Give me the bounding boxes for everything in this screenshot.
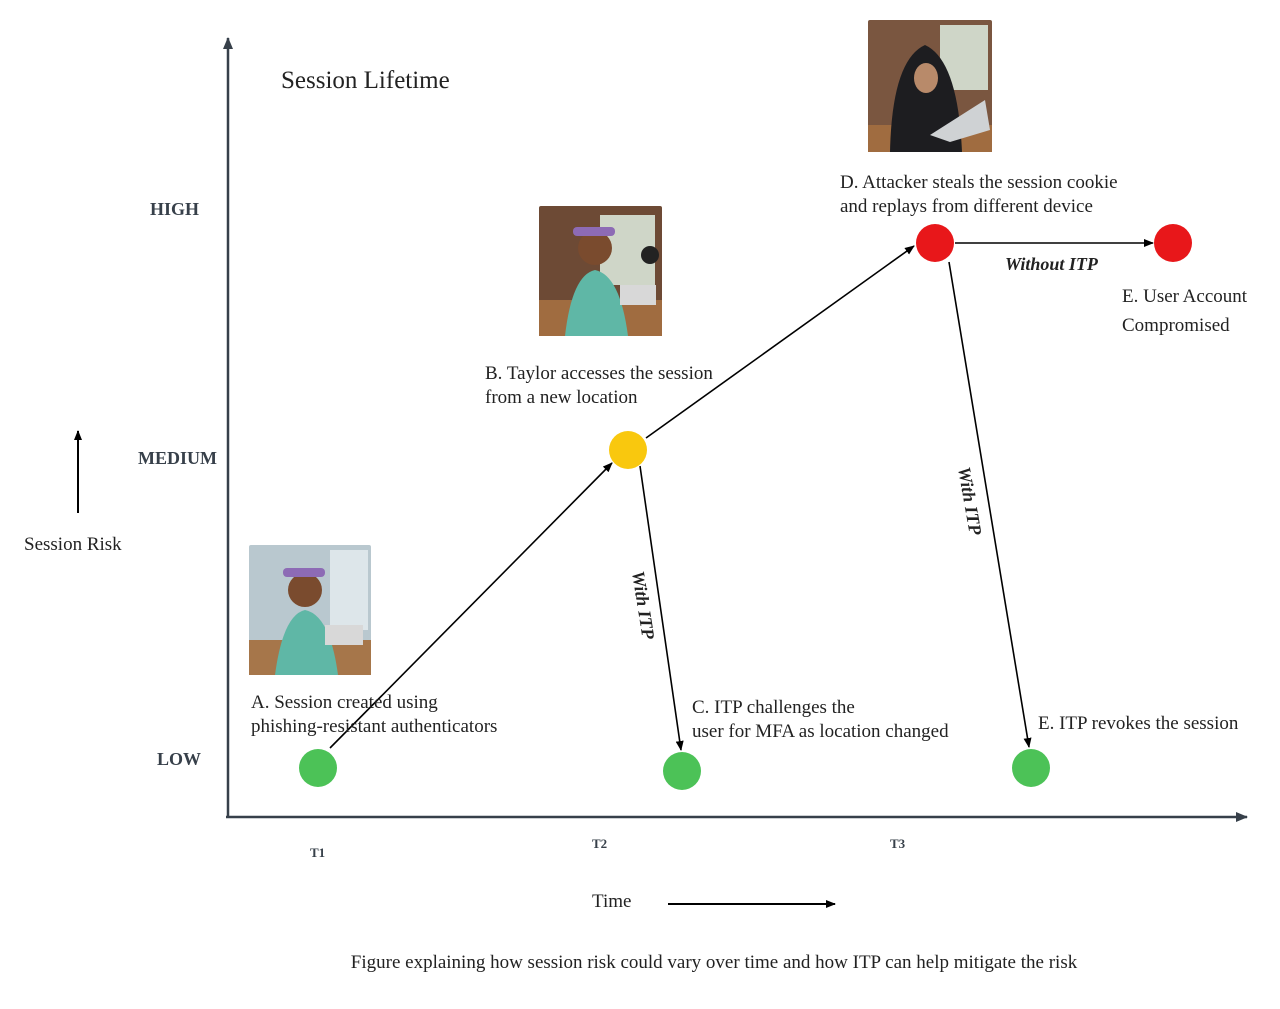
level-high: HIGH bbox=[150, 199, 199, 219]
edge-b-to-d bbox=[645, 245, 915, 439]
illustration-attacker bbox=[868, 20, 992, 152]
edge-label-d-e2: With ITP bbox=[954, 465, 986, 537]
x-axis-label: Time bbox=[592, 891, 631, 912]
node-b bbox=[609, 431, 647, 469]
node-d-label: D. Attacker steals the session cookie an… bbox=[840, 172, 1122, 217]
node-d bbox=[916, 224, 954, 262]
y-axis-label: Session Risk bbox=[24, 534, 122, 555]
node-e1 bbox=[1154, 224, 1192, 262]
figure-caption: Figure explaining how session risk could… bbox=[351, 952, 1078, 973]
node-a-label: A. Session created using phishing-resist… bbox=[251, 692, 497, 737]
edge-b-to-c bbox=[639, 465, 684, 751]
node-e2 bbox=[1012, 749, 1050, 787]
level-low: LOW bbox=[157, 749, 201, 769]
illustration-taylor-cafe bbox=[539, 206, 662, 336]
edge-label-b-c: With ITP bbox=[628, 569, 659, 641]
diagram-title: Session Lifetime bbox=[281, 67, 450, 94]
edge-label-d-e1: Without ITP bbox=[1005, 254, 1099, 274]
node-c-label: C. ITP challenges the user for MFA as lo… bbox=[692, 697, 949, 742]
tick-t2: T2 bbox=[592, 836, 607, 851]
node-a bbox=[299, 749, 337, 787]
node-c bbox=[663, 752, 701, 790]
illustration-taylor-office bbox=[249, 545, 371, 675]
edge-d-to-e2 bbox=[948, 261, 1032, 748]
node-e2-label: E. ITP revokes the session bbox=[1038, 713, 1239, 734]
level-medium: MEDIUM bbox=[138, 448, 217, 468]
node-b-label: B. Taylor accesses the session from a ne… bbox=[485, 363, 718, 408]
edge-a-to-b bbox=[329, 462, 613, 749]
tick-t3: T3 bbox=[890, 836, 906, 851]
node-e1-label: E. User Account Compromised bbox=[1122, 286, 1252, 336]
tick-t1: T1 bbox=[310, 845, 325, 860]
